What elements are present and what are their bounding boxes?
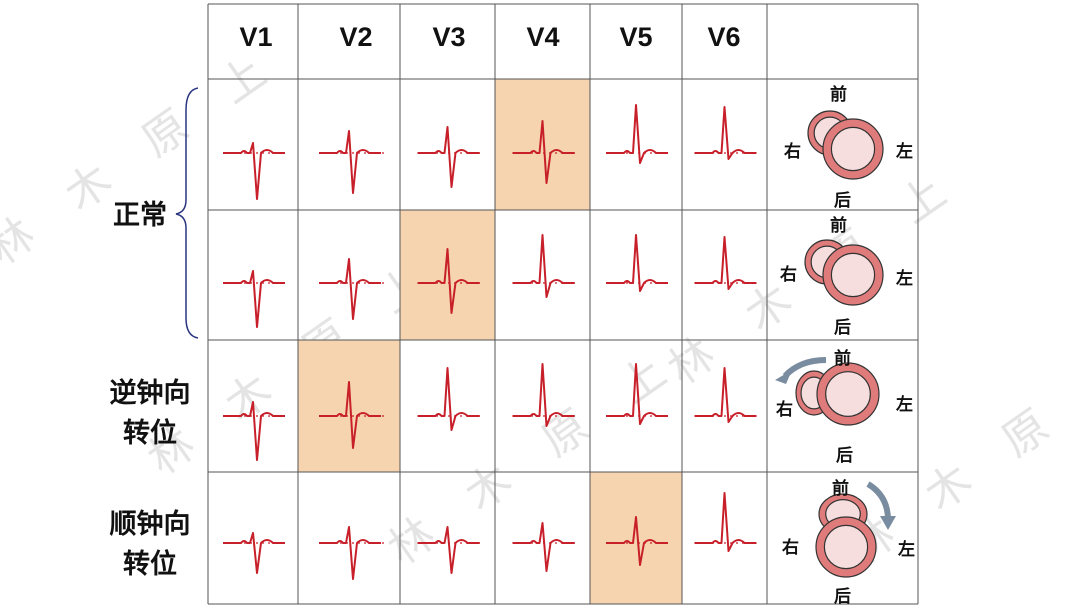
cw-arrowhead [880,516,896,530]
lead-header-v6: V6 [707,22,741,52]
row-label-cw-line1: 顺钟向 [109,509,191,540]
ecg-complex [417,526,480,574]
row-label-ccw-line2: 转位 [123,418,177,449]
ventricle-ring-inner [830,252,876,298]
ecg-complex [694,367,757,423]
ecg-complex [606,234,668,292]
dir-back: 后 [836,446,853,466]
ecg-complex [319,130,381,194]
ecg-complex [223,270,285,328]
ecg-complex [319,258,381,320]
lead-header-v3: V3 [432,22,466,52]
dir-left: 左 [898,540,915,560]
ecg-complex [694,492,757,552]
ecg-complex [512,234,575,298]
lead-header-v5: V5 [619,22,653,52]
dir-left: 左 [896,395,913,415]
normal-range-brace [175,87,199,339]
ecg-complex [512,120,575,184]
ecg-complex [512,363,575,427]
lead-header-v4: V4 [526,22,560,52]
row-label-ccw-line1: 逆钟向 [109,378,191,409]
transition-zone-highlight [590,472,682,604]
ecg-complex [417,126,480,188]
dir-front: 前 [834,349,851,369]
ventricle-ring-inner [823,524,869,570]
row-label-normal: 正常 [113,200,167,231]
ccw-arrowhead [775,370,792,384]
ecg-complex [606,104,668,164]
dir-back: 后 [834,191,851,211]
lead-header-v1: V1 [239,22,273,52]
ecg-complex [223,142,285,200]
lead-header-v2: V2 [339,22,373,52]
dir-front: 前 [830,85,847,105]
dir-left: 左 [896,269,913,289]
transition-zone-highlight [495,79,590,210]
dir-front: 前 [830,216,847,236]
ecg-complex [417,367,480,431]
ecg-complex [417,248,480,314]
dir-right: 右 [776,400,793,420]
ecg-complex [694,236,757,290]
row-label-cw-line2: 转位 [123,549,177,580]
ecg-complex [512,522,575,572]
dir-right: 右 [780,265,797,285]
ventricle-ring-inner [830,126,876,172]
ecg-complex [694,106,757,160]
ecg-complex [606,516,668,566]
dir-right: 右 [782,538,799,558]
ecg-complex [223,532,285,574]
dir-back: 后 [834,318,851,338]
ecg-complex [606,363,668,425]
dir-back: 后 [834,587,851,607]
ecg-complex [319,381,381,449]
dir-front: 前 [832,479,849,499]
dir-left: 左 [896,142,913,162]
ecg-complex [223,401,285,461]
transition-zone-highlight [400,210,495,340]
ecg-complex [319,526,381,580]
ventricle-ring-inner [825,371,871,417]
transition-zone-highlight [298,340,400,472]
dir-right: 右 [784,142,801,162]
cw-rotation-arrow [866,481,891,521]
